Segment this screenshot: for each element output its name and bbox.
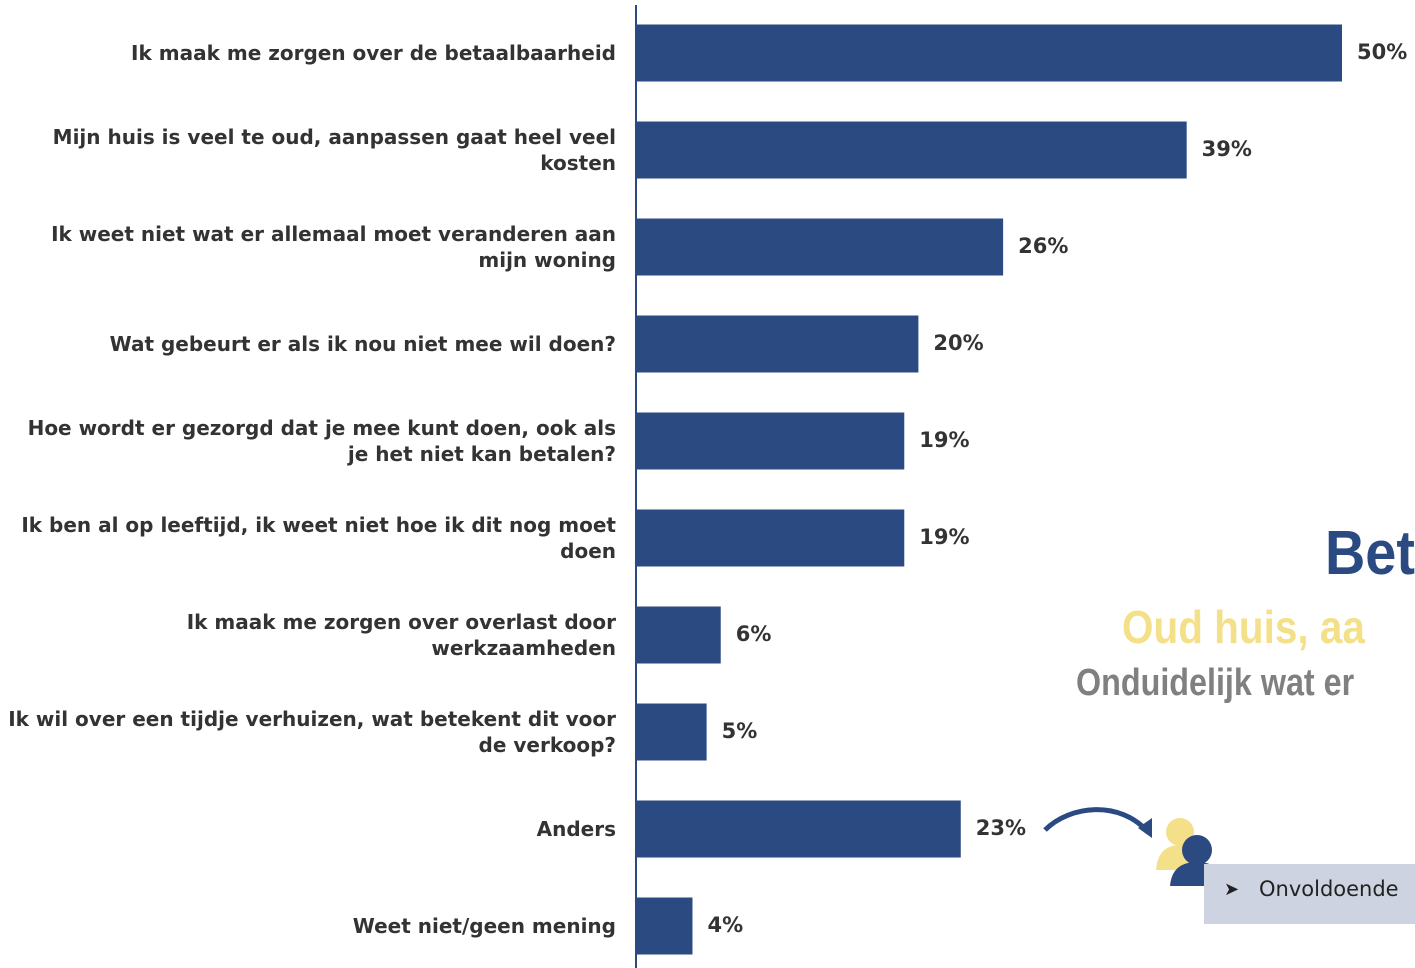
bar <box>636 412 905 470</box>
value-label: 23% <box>976 816 1026 840</box>
category-label: Ik weet niet wat er allemaal moet verand… <box>51 222 616 272</box>
category-label: Ik maak me zorgen over overlast door wer… <box>186 610 616 660</box>
arrow <box>1043 807 1150 834</box>
category-label: Mijn huis is veel te oud, aanpassen gaat… <box>52 125 616 175</box>
category-label: Weet niet/geen mening <box>352 914 616 938</box>
category-label: Wat gebeurt er als ik nou niet mee wil d… <box>109 332 616 356</box>
category-label: Ik maak me zorgen over de betaalbaarheid <box>131 41 616 65</box>
category-label: Hoe wordt er gezorgd dat je mee kunt doe… <box>27 416 616 466</box>
bar <box>636 800 961 858</box>
value-label: 39% <box>1202 137 1252 161</box>
annotation: Bet <box>1325 519 1415 588</box>
bar <box>636 315 919 373</box>
value-label: 26% <box>1018 234 1068 258</box>
bar <box>636 509 905 567</box>
bar <box>636 218 1004 276</box>
category-label: Ik ben al op leeftijd, ik weet niet hoe … <box>21 513 616 563</box>
bar <box>636 24 1342 82</box>
value-label: 19% <box>919 525 969 549</box>
category-label: Anders <box>536 817 616 841</box>
bullet: ➤ <box>1224 879 1239 900</box>
note-box <box>1204 864 1415 924</box>
value-label: 5% <box>722 719 758 743</box>
annotation: Oud huis, aa <box>1122 601 1365 653</box>
bar <box>636 703 707 761</box>
bar <box>636 121 1187 179</box>
value-label: 50% <box>1357 40 1407 64</box>
value-label: 6% <box>736 622 772 646</box>
category-label: Ik wil over een tijdje verhuizen, wat be… <box>8 707 616 757</box>
arrow-head <box>1138 818 1152 838</box>
annotation: Onvoldoende <box>1259 877 1399 901</box>
value-label: 4% <box>707 913 743 937</box>
bar <box>636 897 693 955</box>
annotation: Onduidelijk wat er <box>1076 662 1355 704</box>
value-label: 19% <box>919 428 969 452</box>
bar <box>636 606 721 664</box>
value-label: 20% <box>933 331 983 355</box>
